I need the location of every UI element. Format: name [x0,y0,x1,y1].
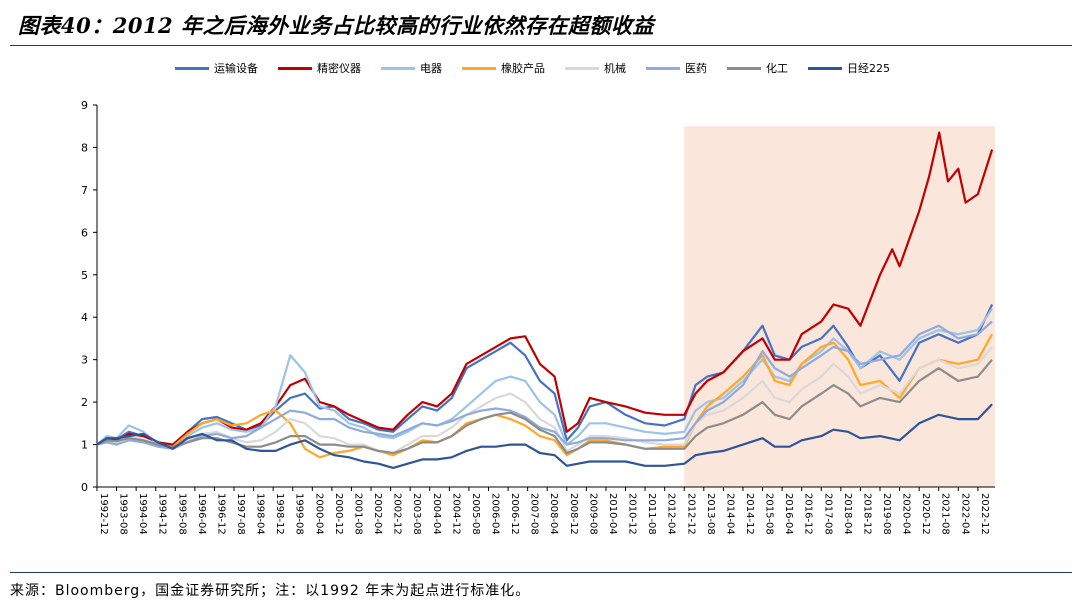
x-tick-label: 2016-04 [783,493,794,535]
series-line-3 [96,308,994,450]
legend-swatch [727,66,761,70]
legend-swatch [565,66,599,70]
y-tick-label: 4 [81,311,88,324]
x-tick-label: 1996-04 [196,493,207,535]
y-tick-label: 2 [81,396,88,409]
y-tick-label: 1 [81,439,88,452]
chart-legend: 运输设备 精密仪器 电器 橡胶产品 机械 医药 化工 日经225 [175,60,890,76]
legend-label: 橡胶产品 [501,62,545,75]
x-tick-label: 2004-12 [450,493,461,535]
legend-label: 医药 [685,62,707,75]
x-tick-label: 2014-04 [724,493,735,535]
x-tick-label: 2013-08 [705,493,716,535]
x-tick-label: 2010-12 [627,493,638,535]
x-tick-label: 2010-04 [607,493,618,535]
x-tick-label: 2022-04 [959,493,970,535]
legend-swatch [462,66,496,70]
x-tick-label: 2016-12 [803,493,814,535]
y-tick-label: 5 [81,269,88,282]
legend-label: 电器 [420,62,442,75]
x-tick-label: 1994-12 [157,493,168,535]
source-rule [10,572,1072,573]
legend-item: 橡胶产品 [462,60,545,76]
y-tick-label: 9 [81,99,88,112]
series-line-6 [96,320,993,450]
x-tick-label: 1997-08 [235,493,246,535]
series-line-7 [96,358,993,455]
y-tick-label: 6 [81,226,88,239]
series-line-4 [96,333,994,459]
legend-label: 日经225 [847,62,890,75]
legend-swatch [381,66,415,70]
x-tick-label: 2014-12 [744,493,755,535]
x-tick-label: 2017-08 [822,493,833,535]
legend-label: 精密仪器 [317,62,361,75]
x-tick-label: 2000-12 [333,493,344,535]
legend-item: 化工 [727,60,788,76]
x-tick-label: 2009-08 [587,493,598,535]
x-tick-label: 1995-08 [176,493,187,535]
source-note: 来源：Bloomberg，国金证券研究所；注：以1992 年末为起点进行标准化。 [10,583,531,599]
x-tick-label: 2018-12 [861,493,872,535]
legend-label: 化工 [766,62,788,75]
x-tick-label: 2008-04 [548,493,559,535]
y-tick-label: 3 [81,354,88,367]
x-tick-label: 2007-08 [529,493,540,535]
legend-label: 机械 [604,62,626,75]
legend-item: 机械 [565,60,626,76]
title-rule [10,45,1072,46]
x-tick-label: 1993-08 [118,493,129,535]
x-tick-label: 1999-08 [294,493,305,535]
x-tick-label: 1996-12 [215,493,226,535]
x-tick-label: 2012-04 [666,493,677,535]
legend-swatch [808,66,842,70]
x-tick-label: 2002-04 [372,493,383,535]
legend-swatch [175,66,209,70]
x-tick-label: 2000-04 [313,493,324,535]
x-tick-label: 1992-12 [98,493,109,535]
x-tick-label: 2008-12 [568,493,579,535]
x-tick-label: 2002-12 [392,493,403,535]
series-line-1 [96,304,994,450]
legend-label: 运输设备 [214,62,258,75]
x-tick-label: 2006-12 [509,493,520,535]
y-tick-label: 0 [81,481,88,494]
chart-title: 图表40：2012 年之后海外业务占比较高的行业依然存在超额收益 [18,13,654,38]
legend-item: 医药 [646,60,707,76]
x-tick-label: 2011-08 [646,493,657,535]
x-tick-label: 1998-12 [274,493,285,535]
x-tick-label: 2022-12 [979,493,990,535]
series-line-8 [96,403,993,469]
legend-item: 精密仪器 [278,60,361,76]
x-tick-label: 1994-04 [137,493,148,535]
x-tick-label: 2006-04 [489,493,500,535]
x-tick-label: 2001-08 [352,493,363,535]
legend-item: 日经225 [808,60,890,76]
series-line-2 [96,131,994,446]
legend-item: 运输设备 [175,60,258,76]
x-tick-label: 2018-04 [842,493,853,535]
x-tick-label: 2004-04 [431,493,442,535]
x-tick-label: 1998-04 [255,493,266,535]
legend-item: 电器 [381,60,442,76]
x-tick-label: 2019-08 [881,493,892,535]
y-tick-label: 8 [81,141,88,154]
x-tick-label: 2015-08 [764,493,775,535]
x-tick-label: 2020-04 [901,493,912,535]
x-tick-label: 2012-12 [685,493,696,535]
legend-swatch [646,66,680,70]
y-tick-label: 7 [81,184,88,197]
x-tick-label: 2003-08 [411,493,422,535]
line-chart: 0 1 2 3 4 5 6 7 8 9 1992-12 1993-08 1994-04 1994-12 19… [81,99,995,535]
x-tick-label: 2021-08 [940,493,951,535]
x-tick-label: 2020-12 [920,493,931,535]
x-tick-label: 2005-08 [470,493,481,535]
legend-swatch [278,66,312,70]
